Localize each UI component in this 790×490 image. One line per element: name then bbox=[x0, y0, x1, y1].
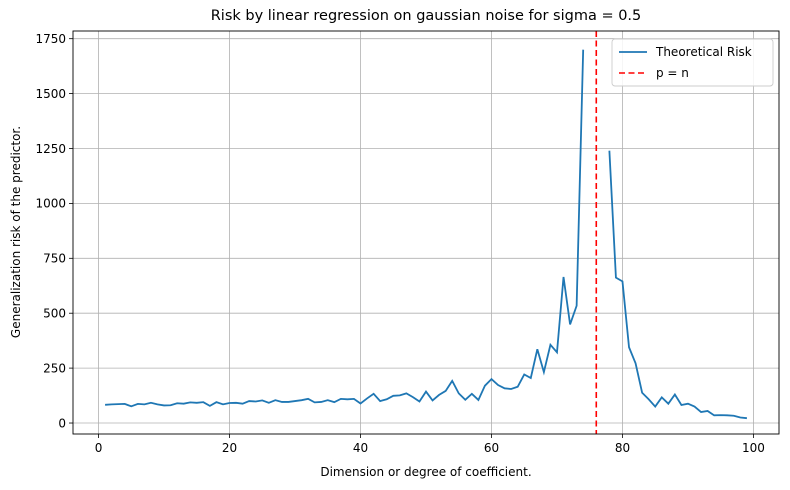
legend-label-p-equals-n: p = n bbox=[656, 66, 689, 80]
x-tick-label: 100 bbox=[742, 441, 765, 455]
legend-box bbox=[611, 38, 774, 87]
y-tick-label: 1500 bbox=[35, 87, 66, 101]
x-tick-label: 20 bbox=[222, 441, 237, 455]
legend: Theoretical Risk p = n bbox=[611, 38, 774, 87]
x-axis-title: Dimension or degree of coefficient. bbox=[320, 465, 531, 479]
series-layer bbox=[105, 31, 748, 434]
series-line-theoretical-risk bbox=[105, 49, 748, 420]
chart-title: Risk by linear regression on gaussian no… bbox=[211, 8, 642, 24]
y-tick-label: 750 bbox=[43, 252, 66, 266]
plot-area bbox=[72, 30, 780, 435]
y-tick-label: 500 bbox=[43, 307, 66, 321]
x-tick-label: 80 bbox=[615, 441, 630, 455]
x-tick-label: 0 bbox=[95, 441, 103, 455]
grid bbox=[73, 31, 779, 434]
x-tick-label: 60 bbox=[484, 441, 499, 455]
y-tick-label: 1250 bbox=[35, 142, 66, 156]
legend-label-theoretical-risk: Theoretical Risk bbox=[655, 45, 752, 59]
y-tick-label: 1750 bbox=[35, 32, 66, 46]
y-tick-label: 1000 bbox=[35, 197, 66, 211]
y-tick-label: 250 bbox=[43, 361, 66, 375]
y-axis-title: Generalization risk of the predictor. bbox=[9, 126, 23, 338]
x-tick-label: 40 bbox=[353, 441, 368, 455]
y-tick-label: 0 bbox=[58, 416, 66, 430]
